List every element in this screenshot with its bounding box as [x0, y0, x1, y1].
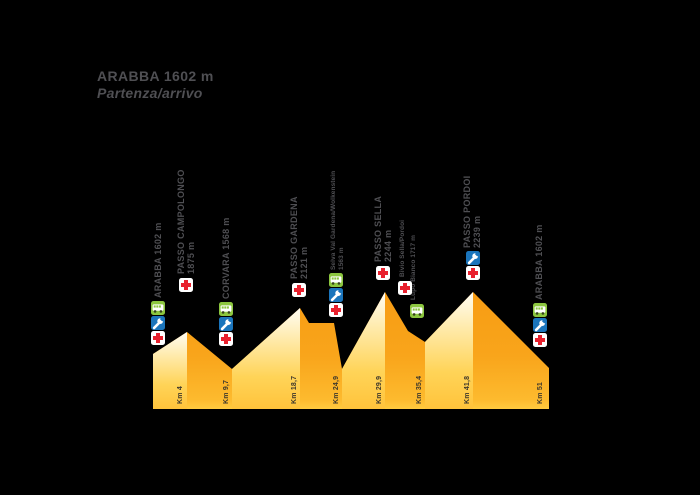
waypoint-label-bivio-line1: Bivio Sella/Pordoi: [399, 219, 406, 277]
red-cross-icon: [533, 333, 547, 347]
slope-light-pordoi: [425, 292, 473, 409]
red-cross-icon: [376, 266, 390, 280]
red-cross-icon: [292, 283, 306, 297]
km-marker: Km 35,4: [416, 375, 423, 404]
wrench-icon: [329, 288, 343, 302]
wrench-icon: [466, 251, 480, 265]
km-marker: Km 24,9: [333, 375, 340, 404]
bus-icon: [329, 273, 343, 287]
waypoint-label-campolongo: PASSO CAMPOLONGO 1875 m: [176, 169, 196, 274]
red-cross-icon: [151, 331, 165, 345]
red-cross-icon: [219, 332, 233, 346]
waypoint-label-arabba-start: ARABBA 1602 m: [153, 222, 163, 298]
waypoint-label-sella: PASSO SELLA 2244 m: [373, 195, 393, 262]
wrench-icon: [151, 316, 165, 330]
page-title: ARABBA 1602 m: [97, 68, 214, 84]
km-marker: Km 18,7: [291, 375, 298, 404]
waypoint-label-selva: Selva Val Gardena/Wolkenstein 1563 m: [330, 170, 345, 270]
km-marker: Km 4: [177, 386, 184, 404]
bus-icon: [410, 304, 424, 318]
km-marker: Km 9,7: [223, 379, 230, 404]
red-cross-icon: [398, 281, 412, 295]
km-marker: Km 29,9: [376, 375, 383, 404]
red-cross-icon: [329, 303, 343, 317]
slope-light-campolongo: [153, 332, 187, 409]
km-marker: Km 51: [537, 381, 544, 404]
waypoint-label-arabba-finish: ARABBA 1602 m: [534, 224, 544, 300]
red-cross-icon: [179, 278, 193, 292]
slope-light-gardena: [232, 308, 300, 409]
km-marker: Km 41,8: [464, 375, 471, 404]
page-subtitle: Partenza/arrivo: [97, 85, 203, 101]
wrench-icon: [533, 318, 547, 332]
slope-light-sella: [342, 292, 385, 409]
waypoint-label-corvara: CORVARA 1568 m: [221, 217, 231, 299]
waypoint-label-pordoi: PASSO PORDOI 2239 m: [462, 175, 482, 248]
title-block: ARABBA 1602 m Partenza/arrivo: [97, 68, 214, 102]
red-cross-icon: [466, 266, 480, 280]
bus-icon: [219, 302, 233, 316]
bus-icon: [151, 301, 165, 315]
bus-icon: [533, 303, 547, 317]
wrench-icon: [219, 317, 233, 331]
waypoint-label-gardena: PASSO GARDENA 2121 m: [289, 196, 309, 279]
